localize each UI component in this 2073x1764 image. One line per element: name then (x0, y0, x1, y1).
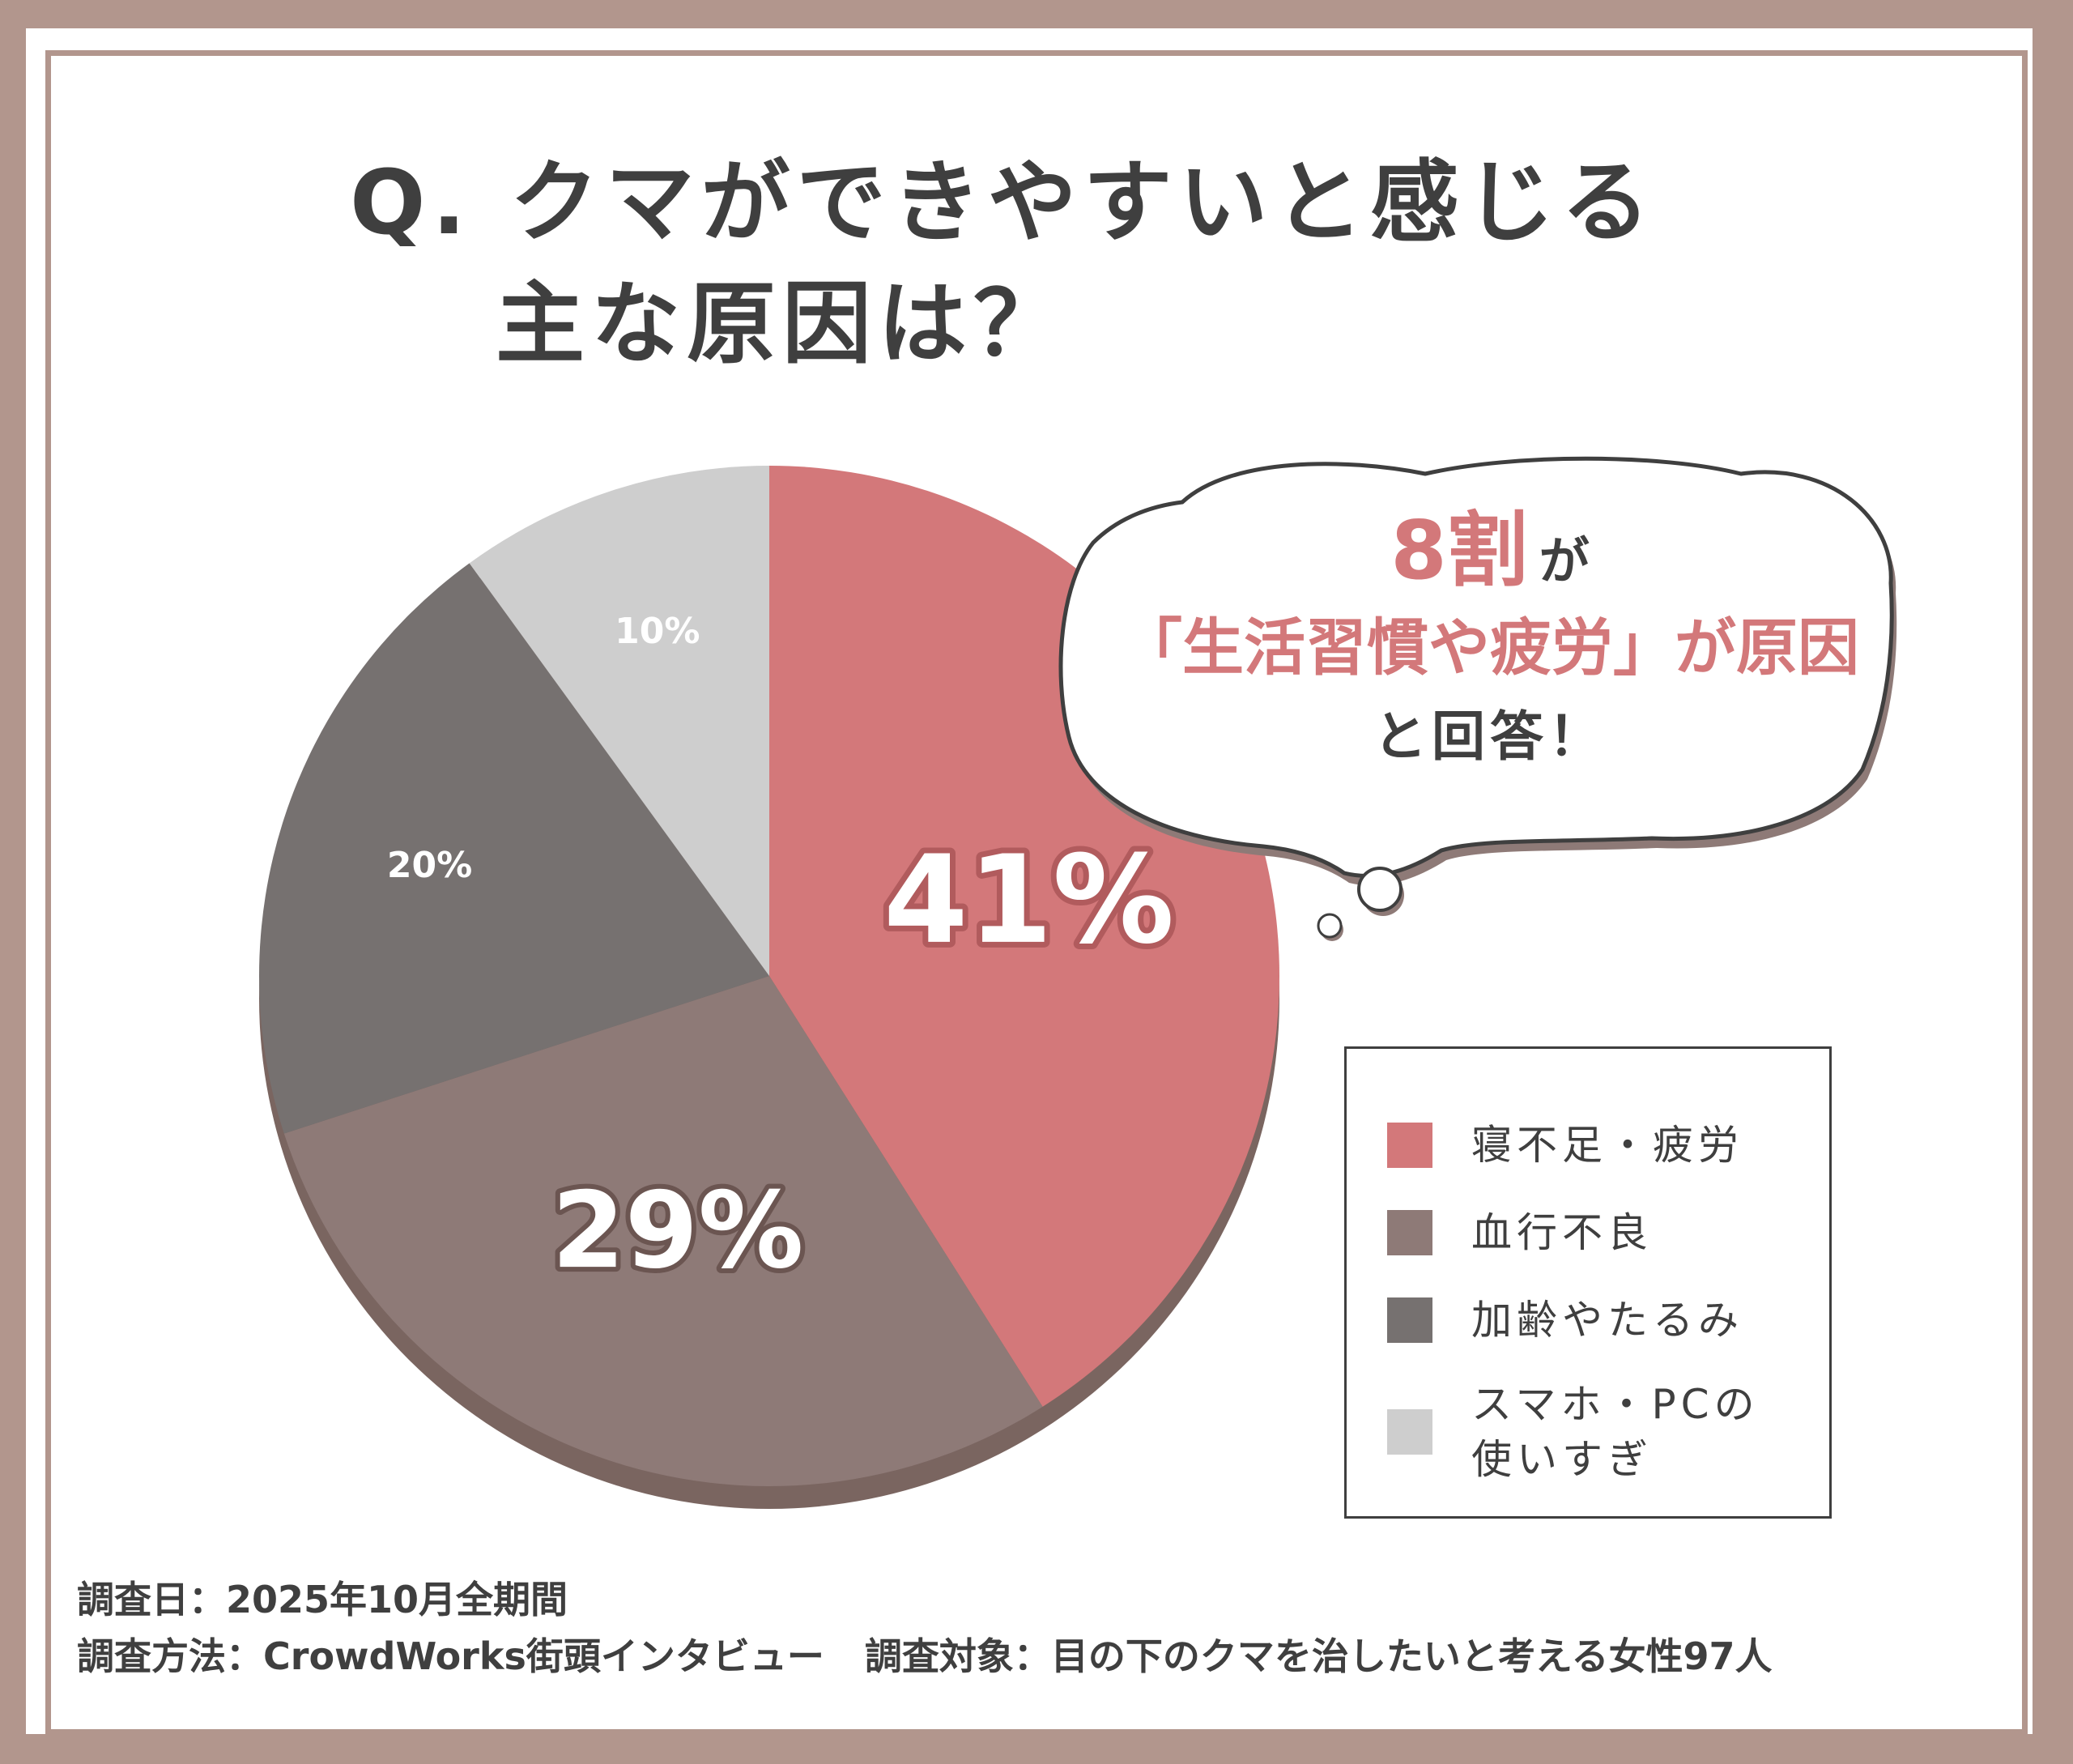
pie-label-circulation: 29% (551, 1169, 803, 1292)
callout-line-3: と回答！ (1373, 705, 1607, 768)
speech-bubble-shape (1058, 456, 1897, 886)
legend-label: 寝不足・疲労 (1471, 1122, 1743, 1169)
survey-footer: 調査日：2025年10月全期間 調査方法：CrowdWorks街頭インタビュー調… (77, 1571, 1772, 1685)
thought-dot-small (1317, 913, 1343, 941)
survey-date: 調査日：2025年10月全期間 (77, 1578, 568, 1621)
legend-item-circulation: 血行不良 (1387, 1205, 1653, 1260)
legend-swatch (1387, 1123, 1432, 1168)
legend-swatch (1387, 1210, 1432, 1255)
callout-text: 8割が 「生活習慣や疲労」が原因 と回答！ (1077, 498, 1903, 782)
chart-legend: 寝不足・疲労 血行不良 加齢やたるみ スマホ・PCの 使いすぎ (1344, 1046, 1832, 1519)
legend-label: 血行不良 (1471, 1209, 1653, 1256)
title-line-2: 主な原因は？ (496, 272, 1069, 376)
pie-slice-screen (469, 466, 769, 976)
survey-method-line: 調査方法：CrowdWorks街頭インタビュー 調査対象：目の下のクマを治したいと… (77, 1628, 1772, 1685)
callout-line-1: 8割が (1077, 498, 1903, 603)
legend-item-aging: 加齢やたるみ (1387, 1293, 1743, 1348)
thought-dot-large (1357, 867, 1404, 916)
pie-label-aging: 20% (387, 845, 472, 886)
legend-swatch (1387, 1409, 1432, 1455)
survey-target: 調査対象：目の下のクマを治したいと考える女性97人 (864, 1634, 1773, 1678)
callout-line-2: 「生活習慣や疲労」が原因 (1121, 611, 1859, 684)
pie-slice-aging (258, 563, 769, 1134)
callout-suffix: が (1539, 531, 1590, 590)
pie-slice-circulation (283, 976, 1043, 1486)
title-line-1: Q. クマができやすいと感じる (350, 151, 1657, 254)
legend-swatch (1387, 1297, 1432, 1343)
pie-label-screen: 10% (615, 611, 700, 652)
legend-label: スマホ・PCの 使いすぎ (1471, 1381, 1760, 1483)
chart-title: Q. クマができやすいと感じる 主な原因は？ (350, 142, 1657, 385)
legend-item-screen: スマホ・PCの 使いすぎ (1387, 1377, 1760, 1487)
survey-method: 調査方法：CrowdWorks街頭インタビュー (77, 1634, 824, 1678)
callout-highlight: 8割 (1390, 503, 1528, 598)
pie-labels: 41% 29% 20% 10% (387, 611, 1180, 1297)
legend-label: 加齢やたるみ (1471, 1297, 1743, 1344)
legend-item-sleep: 寝不足・疲労 (1387, 1118, 1743, 1173)
pie-label-sleep: 41% (883, 830, 1174, 971)
